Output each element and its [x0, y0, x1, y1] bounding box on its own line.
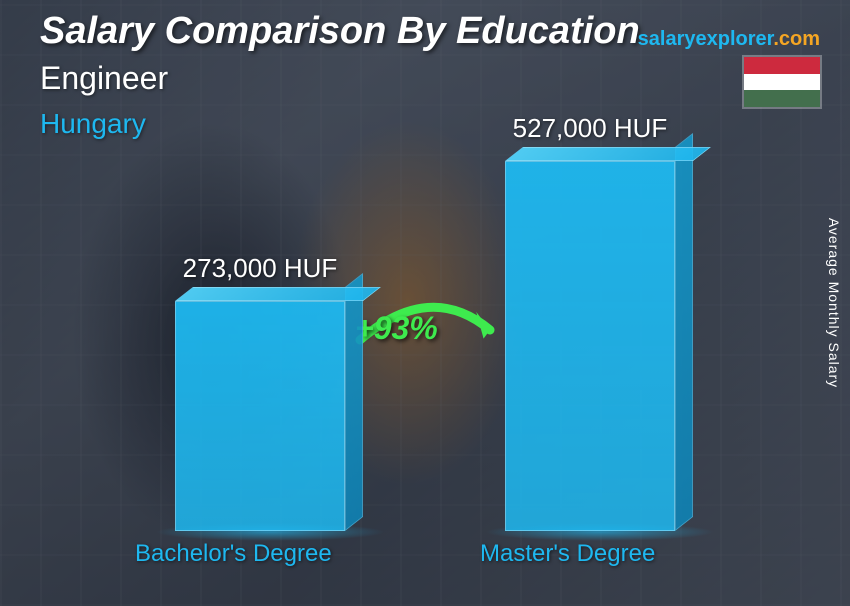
bar-value-label: 273,000 HUF: [183, 253, 338, 284]
subtitle-country: Hungary: [40, 108, 146, 140]
brand-logo: salaryexplorer.com: [638, 28, 820, 51]
bar-bachelors: 273,000 HUF: [175, 301, 345, 531]
flag-stripe-top: [744, 57, 820, 74]
flag-stripe-bot: [744, 90, 820, 107]
subtitle-role: Engineer: [40, 60, 168, 97]
bar-category-label: Bachelor's Degree: [135, 540, 332, 568]
country-flag: [742, 55, 822, 109]
bar-value-label: 527,000 HUF: [513, 113, 668, 144]
flag-stripe-mid: [744, 74, 820, 91]
bar-front-face: [505, 161, 675, 531]
brand-part1: salaryexplorer: [638, 28, 774, 50]
bar-3d-face: [505, 161, 675, 531]
bar-front-face: [175, 301, 345, 531]
bar-top-face: [175, 287, 381, 301]
bar-masters: 527,000 HUF: [505, 161, 675, 531]
chart-area: +93% 273,000 HUF Bachelor's Degree 527,0…: [0, 150, 850, 586]
brand-part2: .com: [773, 28, 820, 50]
bar-side-face: [345, 273, 363, 531]
content-layer: Salary Comparison By Education salaryexp…: [0, 0, 850, 606]
bar-category-label: Master's Degree: [480, 540, 655, 568]
bar-top-face: [505, 147, 711, 161]
bar-3d-face: [175, 301, 345, 531]
bar-side-face: [675, 133, 693, 531]
page-title: Salary Comparison By Education: [40, 10, 640, 53]
percent-increase-badge: +93%: [355, 310, 438, 347]
